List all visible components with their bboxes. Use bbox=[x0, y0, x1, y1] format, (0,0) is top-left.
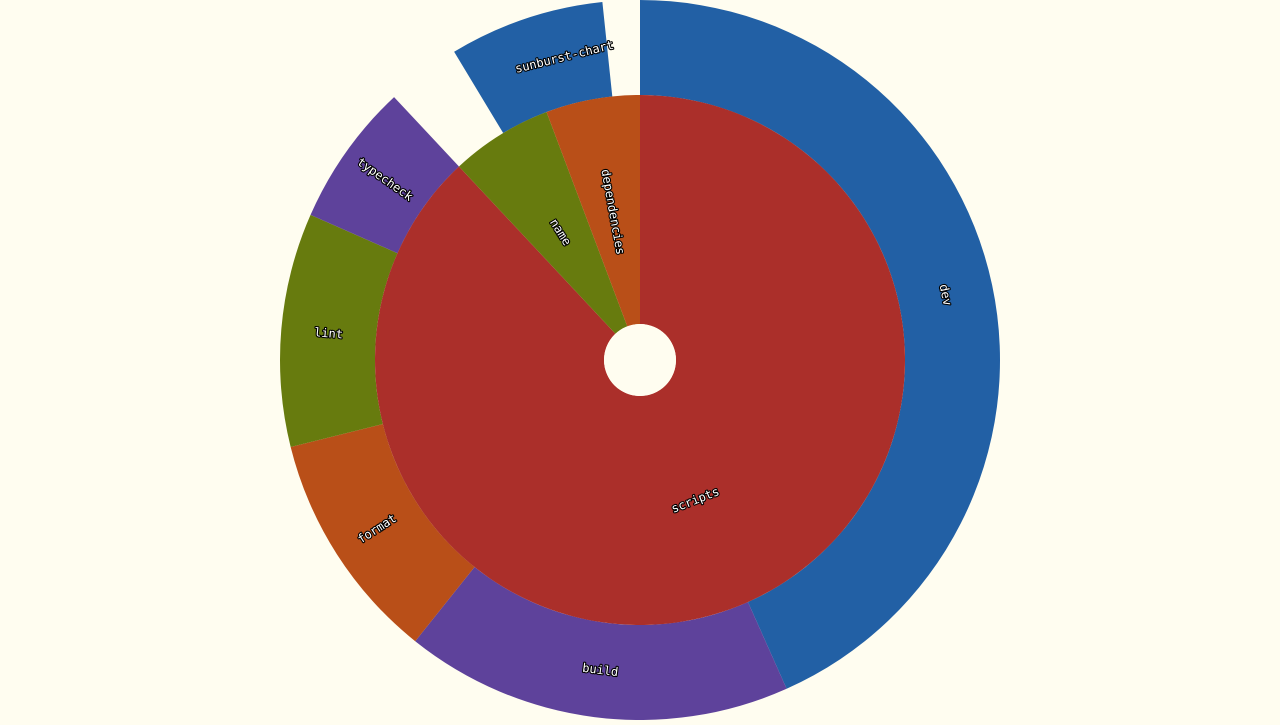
arc-build[interactable] bbox=[415, 567, 787, 720]
arc-name[interactable] bbox=[458, 112, 628, 334]
arc-sunburst-chart[interactable] bbox=[454, 1, 613, 134]
center-hole[interactable] bbox=[604, 324, 676, 396]
arcs-layer bbox=[280, 0, 1000, 720]
arc-scripts[interactable] bbox=[375, 95, 905, 625]
arc-format[interactable] bbox=[290, 424, 475, 642]
arc-typecheck[interactable] bbox=[310, 97, 459, 254]
arc-dependencies[interactable] bbox=[546, 95, 640, 327]
arc-dev[interactable] bbox=[640, 0, 1000, 689]
arc-lint[interactable] bbox=[280, 214, 398, 447]
